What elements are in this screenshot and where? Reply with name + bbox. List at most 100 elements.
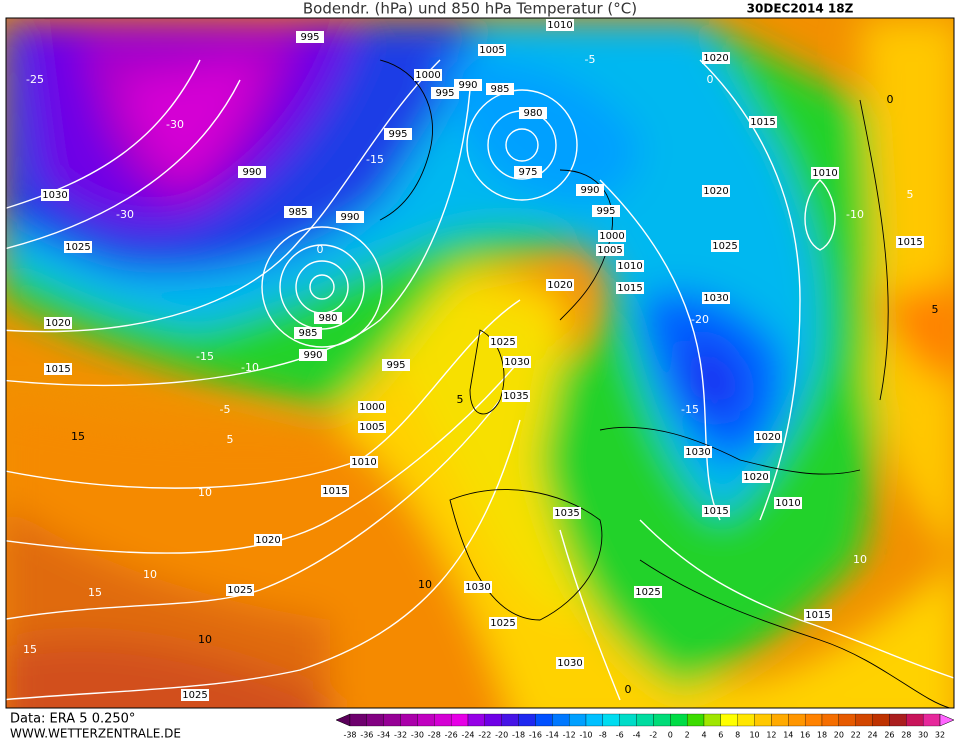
isobar-label: 980 [523,108,542,119]
isobar-label-box [546,279,574,291]
colorbar-label: -6 [616,731,624,740]
isobar-label-box [486,83,514,95]
site-url: WWW.WETTERZENTRALE.DE [10,727,181,741]
colorbar-segment [417,713,435,727]
isobar-label-box [44,317,72,329]
colorbar-label: 6 [718,731,723,740]
isobar-label: 1020 [547,280,572,291]
isobar-label: 995 [388,129,407,140]
temperature-label: 0 [625,683,632,696]
isobar-label: 990 [580,185,599,196]
colorbar-segment [484,713,502,727]
isobar-label-box [616,260,644,272]
colorbar-segment [872,713,890,727]
colorbar-label: -22 [478,731,491,740]
colorbar-segment [434,713,452,727]
colorbar-label: 32 [935,731,945,740]
isobar-label-box [804,609,832,621]
colorbar-segment [821,713,840,727]
isobar-label: 1015 [750,117,775,128]
isobar-label-box [684,446,712,458]
isobar-label-box [358,401,386,413]
isobar-label-box [896,236,924,248]
isobar-label-box [702,292,730,304]
colorbar: -38 -36 -34 -32 -30 -28 -26 -24 -22 -20 -18 -16 -14-… [335,713,955,740]
colorbar-label: 0 [668,731,673,740]
isobar-label-box [502,390,530,402]
colorbar-segment [585,713,604,727]
isobar-label-box [181,689,209,701]
colorbar-label: -10 [579,731,592,740]
colorbar-segment [602,713,620,727]
colorbar-segment [703,713,722,727]
colorbar-label: 24 [867,731,877,740]
isobar-label: 1030 [504,357,529,368]
colorbar-label: 28 [901,731,911,740]
colorbar-segment [568,713,587,727]
colorbar-label: 16 [800,731,810,740]
isobar-label: 1005 [597,245,622,256]
isobar-label: 1025 [490,618,515,629]
isobar-label: 1000 [599,231,624,242]
temperature-label: -25 [26,73,44,86]
colorbar-label: -24 [461,731,474,740]
isobar-label-box [598,230,626,242]
temperature-label: -10 [241,361,259,374]
colorbar-segment [737,713,755,727]
colorbar-segment [788,713,806,727]
isobar-label-box [358,421,386,433]
temperature-label: 15 [71,430,85,443]
colorbar-segment [552,713,570,727]
isobar-label-box [811,167,839,179]
colorbar-label: -2 [649,731,657,740]
colorbar-segment [838,713,856,727]
isobar-label-box [299,349,327,361]
isobar-label-box [702,52,730,64]
colorbar-segment [771,713,789,727]
colorbar-label: -18 [512,731,525,740]
isobar-label-box [296,31,324,43]
isobar-label: 990 [458,80,477,91]
colorbar-label: 10 [749,731,759,740]
isobar-label-box [514,166,542,178]
colorbar-label: -8 [599,731,607,740]
isobar-label-box [616,282,644,294]
colorbar-label: -14 [546,731,559,740]
colorbar-label: -16 [529,731,542,740]
temperature-label: -5 [220,403,231,416]
colorbar-segment [636,713,654,727]
isobar-label-box [41,189,69,201]
temperature-label: -20 [691,313,709,326]
isobar-label-box [384,128,412,140]
colorbar-segment [855,713,873,727]
temperature-label: 15 [88,586,102,599]
isobar-label: 995 [596,206,615,217]
isobar-label: 1030 [42,190,67,201]
colorbar-segment [906,713,924,727]
temperature-label: 10 [418,578,432,591]
isobar-label-box [503,356,531,368]
isobar-label: 1025 [490,337,515,348]
isobar-label-box [546,19,574,31]
temperature-label: -10 [846,208,864,221]
isobar-label-box [238,166,266,178]
colorbar-segment [383,713,401,727]
isobar-label: 975 [518,167,537,178]
isobar-label-box [592,205,620,217]
isobar-label: 990 [242,167,261,178]
temperature-label: 10 [198,486,212,499]
temperature-label: 5 [907,188,914,201]
isobar-label: 1025 [712,241,737,252]
map-title: Bodendr. (hPa) und 850 hPa Temperatur (°… [303,0,637,18]
isobar-label-box [711,240,739,252]
isobar-label: 1020 [743,472,768,483]
colorbar-segment [535,713,553,727]
colorbar-segment [922,713,941,727]
colorbar-label: -20 [495,731,508,740]
isobar-label-box [478,44,506,56]
isobar-label-box [321,485,349,497]
colorbar-label: 20 [834,731,844,740]
temperature-label: 0 [887,93,894,106]
